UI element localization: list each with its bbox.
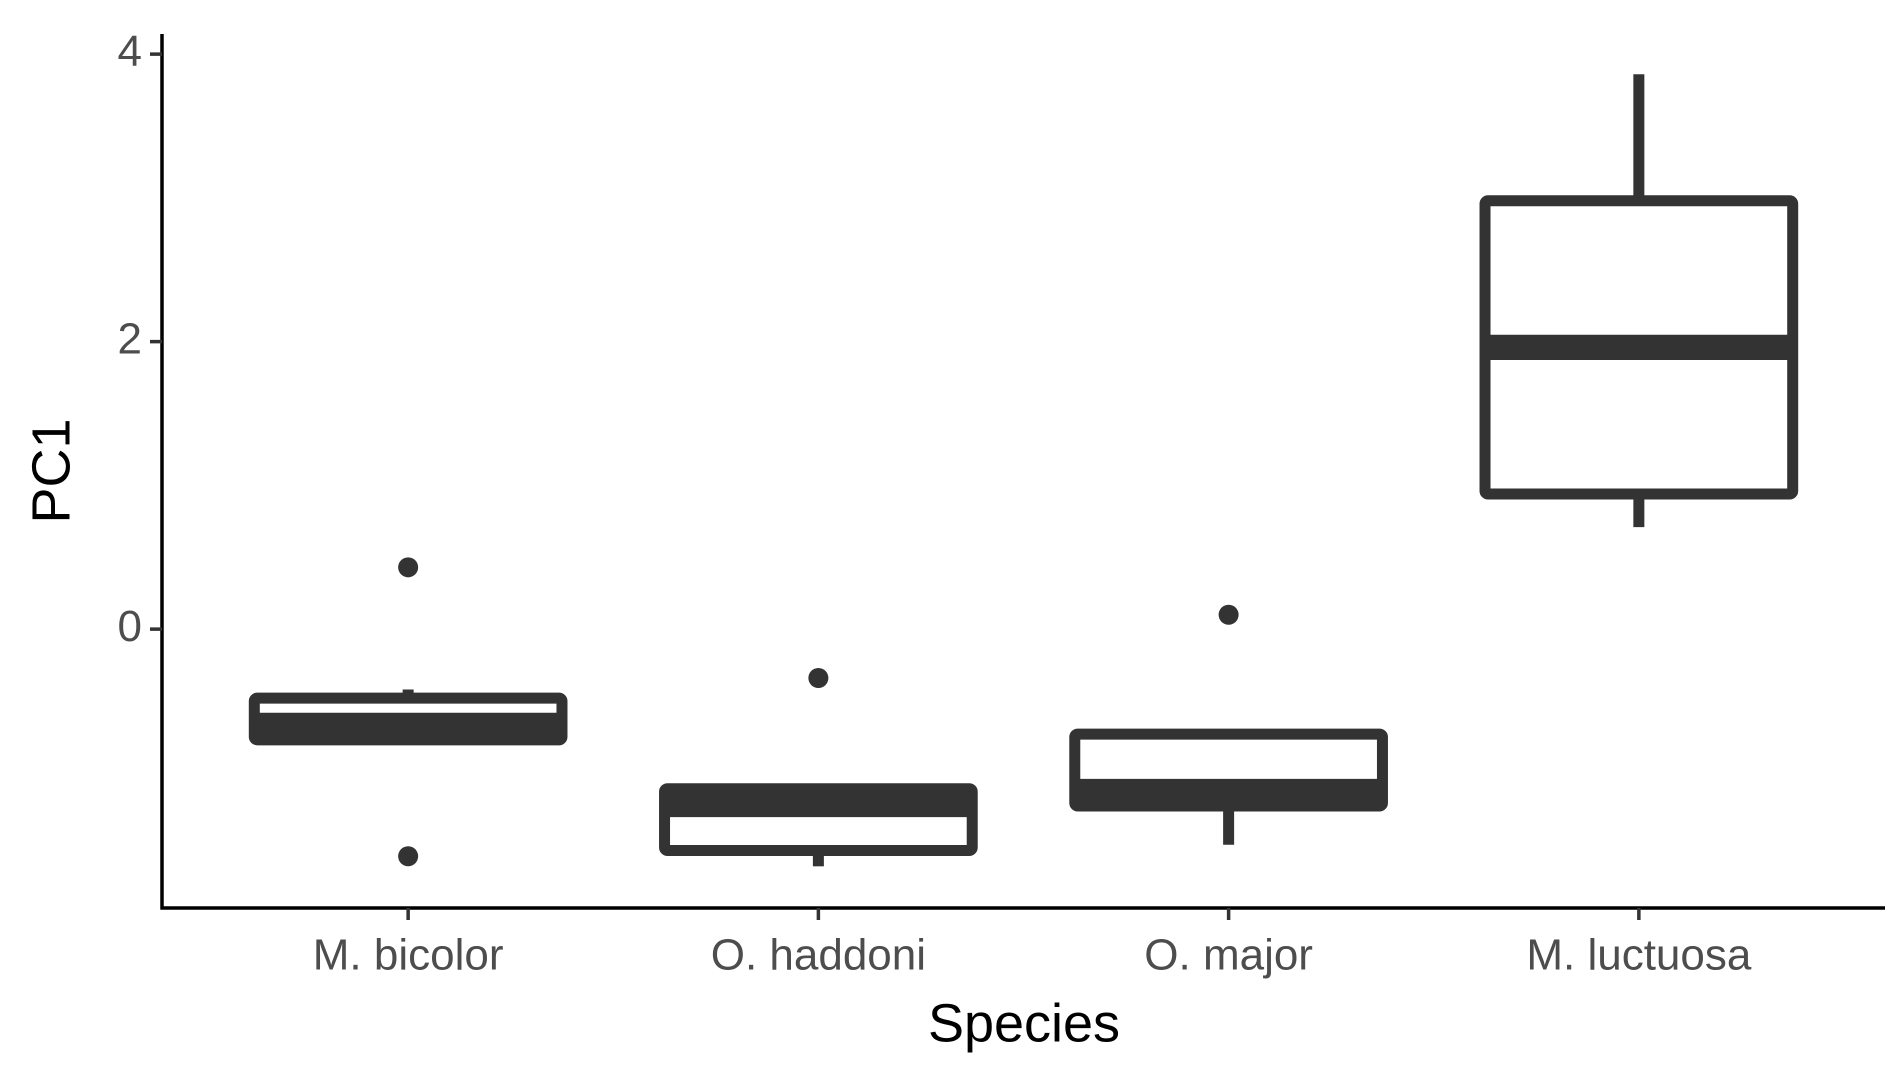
y-tick-label: 2 [118,314,142,363]
y-axis-title: PC1 [21,418,81,523]
y-tick-label: 4 [118,27,142,76]
x-tick-label: O. major [1144,931,1313,980]
x-tick-label: M. luctuosa [1526,931,1752,980]
x-tick-label: O. haddoni [711,931,926,980]
outlier [398,846,419,867]
x-tick-label: M. bicolor [313,931,504,980]
outlier [808,668,829,688]
x-axis-title: Species [928,993,1120,1053]
outlier [1218,604,1239,625]
outlier [398,557,419,578]
y-tick-label: 0 [118,602,142,651]
